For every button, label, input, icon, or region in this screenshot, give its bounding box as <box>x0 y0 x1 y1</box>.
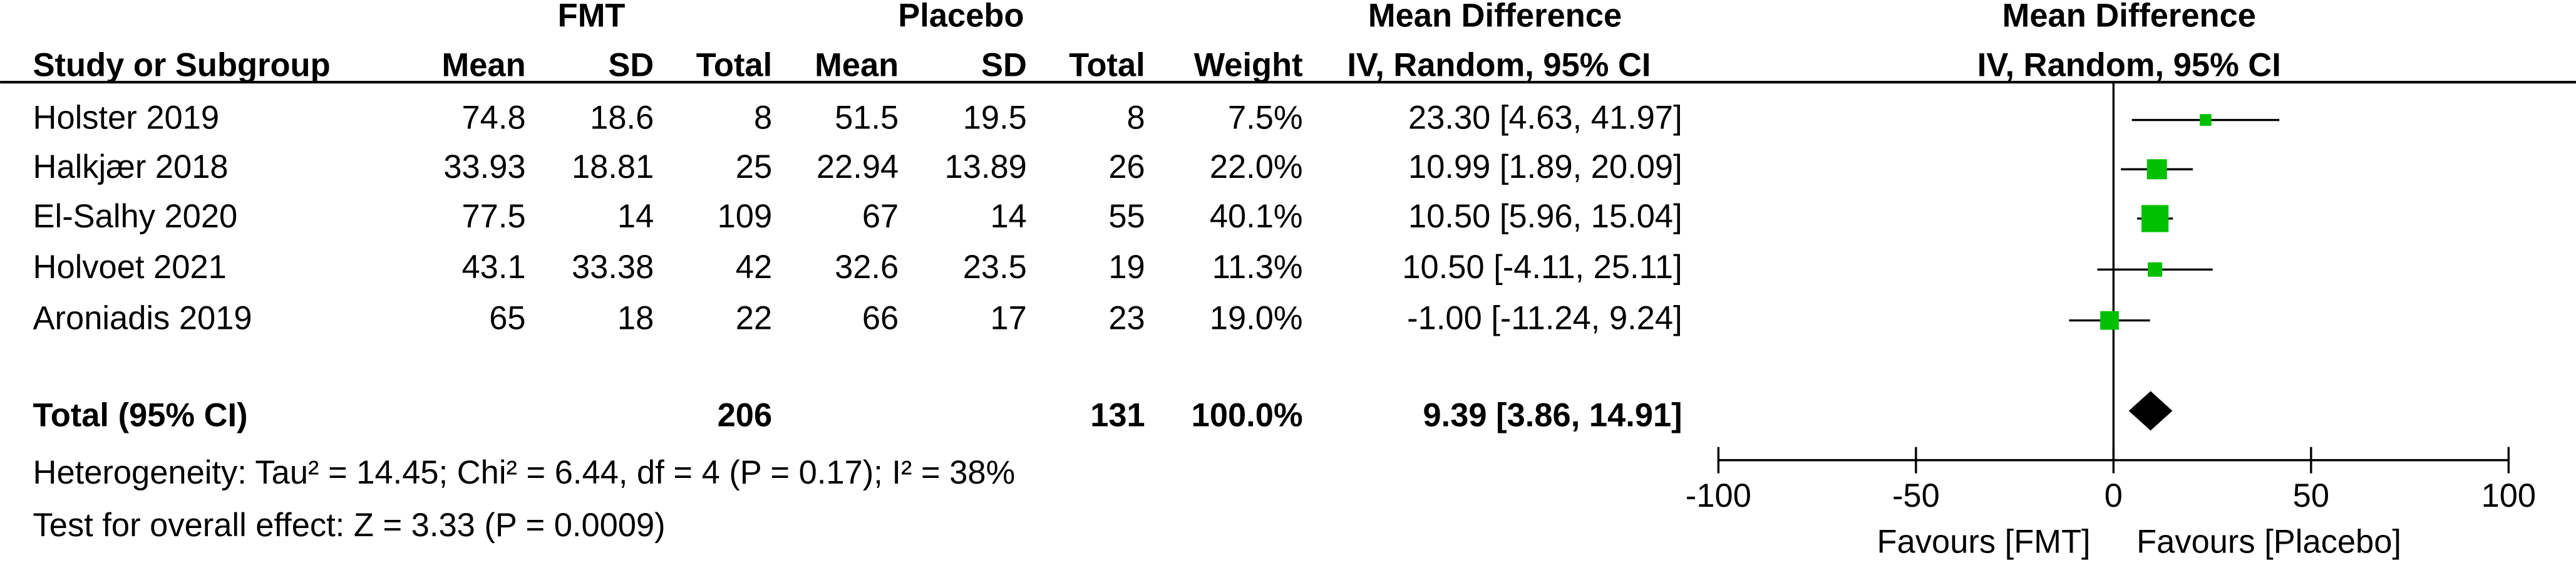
cell: 33.38 <box>572 249 654 286</box>
column-header: Total <box>1069 47 1145 83</box>
total-cell: 100.0% <box>1192 397 1303 433</box>
total-name: Total (95% CI) <box>33 397 248 433</box>
group-header: Placebo <box>898 0 1024 34</box>
total-cell: 131 <box>1090 397 1145 433</box>
cell: 77.5 <box>462 199 526 235</box>
column-header: SD <box>981 47 1027 83</box>
cell: 14 <box>617 199 654 235</box>
cell: 55 <box>1108 199 1145 235</box>
group-header: FMT <box>558 0 626 34</box>
heterogeneity: Heterogeneity: Tau² = 14.45; Chi² = 6.44… <box>33 455 1016 491</box>
cell: 23.5 <box>963 249 1027 286</box>
cell: 18.6 <box>590 100 654 136</box>
favours-left: Favours [FMT] <box>1877 524 2091 560</box>
ci-label: 23.30 [4.63, 41.97] <box>1408 100 1682 136</box>
x-tick-label: 100 <box>2481 478 2537 514</box>
cell: 66 <box>862 300 899 336</box>
cell: 18.81 <box>572 149 654 185</box>
ci-label: 10.99 [1.89, 20.09] <box>1408 149 1682 185</box>
cell: 11.3% <box>1212 249 1303 286</box>
total-ci-label: 9.39 [3.86, 14.91] <box>1423 397 1682 433</box>
cell: 19.0% <box>1210 300 1303 336</box>
cell: 8 <box>754 100 772 136</box>
plot-subheader: IV, Random, 95% CI <box>1977 47 2281 83</box>
overall-effect: Test for overall effect: Z = 3.33 (P = 0… <box>33 507 666 544</box>
cell: 51.5 <box>835 100 899 136</box>
total-cell: 206 <box>718 397 773 433</box>
x-tick-label: -50 <box>1892 478 1940 514</box>
x-tick-label: 50 <box>2293 478 2329 514</box>
cell: 19.5 <box>963 100 1027 136</box>
study-name: Holster 2019 <box>33 100 220 136</box>
x-tick-label: 0 <box>2105 478 2123 514</box>
cell: 22.0% <box>1210 149 1303 185</box>
cell: 43.1 <box>462 249 526 286</box>
x-tick-label: -100 <box>1686 478 1751 514</box>
column-header: Mean <box>815 47 899 83</box>
study-name: Holvoet 2021 <box>33 249 227 286</box>
cell: 25 <box>736 149 772 185</box>
effect-marker <box>2146 159 2167 180</box>
effect-marker <box>2100 311 2119 330</box>
cell: 74.8 <box>462 100 526 136</box>
ci-label: 10.50 [5.96, 15.04] <box>1408 199 1682 235</box>
favours-right: Favours [Placebo] <box>2136 524 2401 560</box>
cell: 22 <box>736 300 772 336</box>
cell: 7.5% <box>1228 100 1303 136</box>
effect-header: Mean Difference <box>1368 0 1622 34</box>
cell: 67 <box>862 199 899 235</box>
cell: 40.1% <box>1210 199 1303 235</box>
summary-diamond <box>2128 391 2173 431</box>
column-header: Study or Subgroup <box>33 47 331 83</box>
effect-marker <box>2148 262 2163 277</box>
cell: 109 <box>718 199 773 235</box>
cell: 18 <box>617 300 654 336</box>
cell: 8 <box>1127 100 1145 136</box>
cell: 23 <box>1108 300 1145 336</box>
study-name: Halkjær 2018 <box>33 149 229 185</box>
cell: 32.6 <box>835 249 899 286</box>
cell: 13.89 <box>945 149 1027 185</box>
column-header: Weight <box>1194 47 1303 83</box>
cell: 33.93 <box>443 149 525 185</box>
study-name: El-Salhy 2020 <box>33 199 238 235</box>
column-header: SD <box>608 47 654 83</box>
effect-marker <box>2200 114 2212 126</box>
effect-marker <box>2141 205 2169 232</box>
cell: 26 <box>1108 149 1145 185</box>
plot-header: Mean Difference <box>2002 0 2256 34</box>
ci-label: -1.00 [-11.24, 9.24] <box>1407 300 1682 336</box>
study-name: Aroniadis 2019 <box>33 300 252 336</box>
cell: 19 <box>1108 249 1145 286</box>
column-header: Total <box>696 47 772 83</box>
cell: 42 <box>736 249 772 286</box>
column-header: Mean <box>442 47 526 83</box>
ci-label: 10.50 [-4.11, 25.11] <box>1402 249 1682 286</box>
cell: 22.94 <box>817 149 899 185</box>
cell: 65 <box>489 300 525 336</box>
effect-subheader: IV, Random, 95% CI <box>1347 47 1651 83</box>
cell: 14 <box>990 199 1026 235</box>
cell: 17 <box>990 300 1026 336</box>
